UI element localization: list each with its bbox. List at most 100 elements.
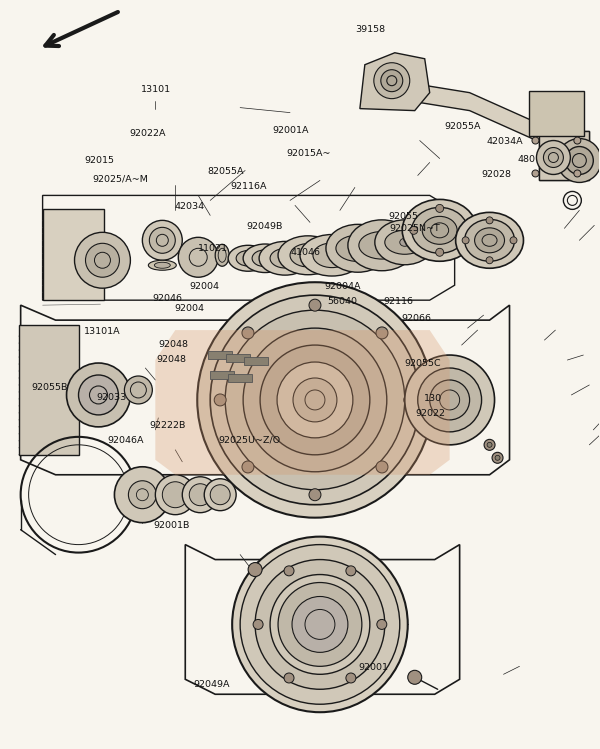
Ellipse shape — [326, 225, 390, 272]
Circle shape — [210, 485, 230, 505]
Circle shape — [436, 248, 443, 256]
Circle shape — [461, 226, 470, 234]
Circle shape — [225, 310, 405, 490]
Text: 41046: 41046 — [291, 248, 321, 257]
Text: 13101: 13101 — [141, 85, 172, 94]
Text: 92046: 92046 — [152, 294, 182, 303]
Polygon shape — [365, 76, 554, 148]
Circle shape — [430, 380, 470, 420]
Ellipse shape — [300, 234, 364, 276]
Ellipse shape — [215, 244, 229, 266]
Circle shape — [242, 327, 254, 339]
Bar — [529, 91, 584, 136]
Circle shape — [544, 148, 563, 168]
Circle shape — [214, 394, 226, 406]
Ellipse shape — [359, 231, 405, 259]
Text: 92046A: 92046A — [107, 436, 143, 445]
Text: 92222B: 92222B — [149, 421, 185, 430]
Circle shape — [240, 545, 400, 704]
Polygon shape — [155, 330, 449, 475]
Circle shape — [163, 482, 188, 508]
Circle shape — [189, 484, 211, 506]
Text: 92015: 92015 — [85, 157, 115, 166]
Text: 92049A: 92049A — [193, 680, 230, 689]
Ellipse shape — [375, 220, 434, 264]
Circle shape — [404, 394, 416, 406]
Circle shape — [85, 243, 119, 277]
Circle shape — [309, 299, 321, 311]
Text: 92004: 92004 — [189, 282, 219, 291]
Circle shape — [346, 565, 356, 576]
Circle shape — [376, 461, 388, 473]
Circle shape — [260, 345, 370, 455]
Ellipse shape — [252, 250, 278, 267]
Text: 92001A: 92001A — [273, 127, 309, 136]
Circle shape — [115, 467, 170, 523]
Ellipse shape — [400, 238, 410, 246]
Text: 56040: 56040 — [327, 297, 357, 306]
Circle shape — [565, 147, 593, 175]
Ellipse shape — [148, 260, 176, 270]
Text: 130: 130 — [424, 394, 442, 403]
Circle shape — [532, 170, 539, 177]
Text: 92004A: 92004A — [325, 282, 361, 291]
Circle shape — [557, 139, 600, 183]
Text: 92025N~T: 92025N~T — [389, 224, 440, 233]
Text: 92049B: 92049B — [246, 222, 282, 231]
Circle shape — [124, 376, 152, 404]
Circle shape — [67, 363, 130, 427]
Text: 92001B: 92001B — [153, 521, 190, 530]
Circle shape — [574, 137, 581, 144]
Circle shape — [255, 560, 385, 689]
Circle shape — [486, 257, 493, 264]
Ellipse shape — [455, 213, 523, 268]
Circle shape — [204, 479, 236, 511]
Text: 92025/A~M: 92025/A~M — [92, 175, 148, 184]
Ellipse shape — [313, 243, 351, 267]
Circle shape — [74, 232, 130, 288]
Text: 92116: 92116 — [384, 297, 414, 306]
Text: 92004: 92004 — [174, 304, 204, 313]
Circle shape — [178, 237, 218, 277]
Bar — [19, 325, 79, 455]
Ellipse shape — [353, 244, 363, 252]
Circle shape — [492, 452, 503, 464]
Bar — [210, 371, 234, 379]
Bar — [43, 210, 104, 300]
Ellipse shape — [348, 220, 416, 270]
Circle shape — [128, 481, 157, 509]
Ellipse shape — [236, 250, 260, 266]
Circle shape — [486, 217, 493, 224]
Circle shape — [292, 596, 348, 652]
Circle shape — [284, 673, 294, 683]
Ellipse shape — [464, 219, 515, 261]
Circle shape — [142, 220, 182, 260]
Bar — [226, 354, 250, 362]
Ellipse shape — [243, 244, 287, 273]
Circle shape — [484, 440, 495, 450]
Circle shape — [536, 141, 571, 175]
Circle shape — [243, 328, 387, 472]
Text: 92001: 92001 — [358, 663, 388, 672]
Circle shape — [405, 355, 494, 445]
Text: 92015A~: 92015A~ — [287, 149, 331, 158]
Bar — [228, 374, 252, 382]
Circle shape — [79, 375, 118, 415]
Text: 92022: 92022 — [415, 409, 445, 418]
Text: 13101A: 13101A — [84, 327, 121, 336]
Text: 92048: 92048 — [158, 340, 188, 349]
Circle shape — [418, 368, 482, 432]
Circle shape — [149, 228, 175, 253]
Ellipse shape — [475, 228, 505, 252]
Circle shape — [277, 362, 353, 438]
Text: 92033: 92033 — [97, 393, 127, 402]
Text: 92048: 92048 — [156, 355, 186, 364]
Circle shape — [532, 137, 539, 144]
Circle shape — [376, 327, 388, 339]
Circle shape — [510, 237, 517, 244]
Ellipse shape — [259, 241, 311, 275]
Bar — [244, 357, 268, 365]
Circle shape — [278, 583, 362, 667]
Circle shape — [346, 673, 356, 683]
Ellipse shape — [412, 207, 467, 253]
